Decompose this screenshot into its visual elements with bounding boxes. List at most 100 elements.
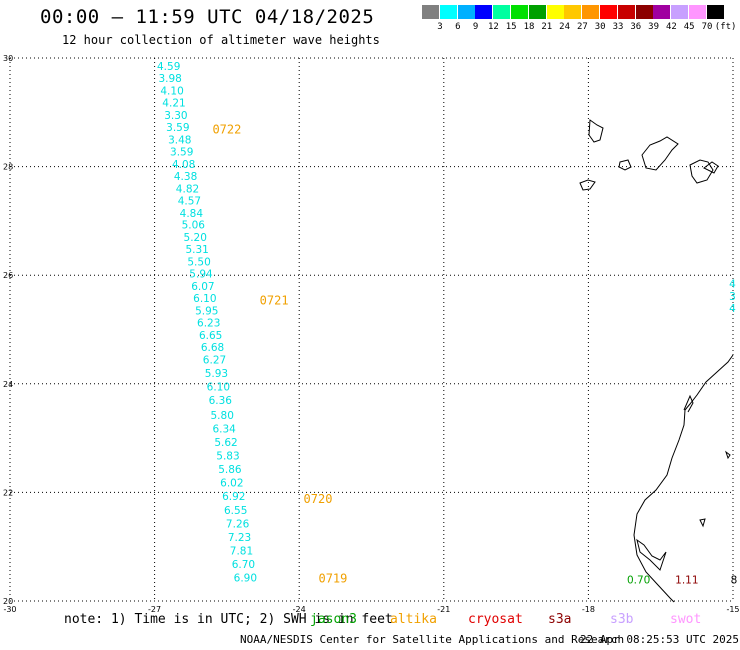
coast-headland (636, 538, 667, 571)
legend-swatch (511, 5, 528, 19)
track-value-label: 4.21 (162, 98, 185, 110)
coast-africa (633, 354, 734, 603)
legend-label: 27 (576, 22, 588, 32)
legend-swatch (475, 5, 493, 19)
legend-label: 30 (594, 22, 606, 32)
track-value-label: 5.86 (218, 464, 242, 476)
track-value-label: 7.23 (228, 532, 251, 544)
track-value-label: 5.94 (189, 269, 213, 281)
lon-tick-label: -18 (582, 605, 595, 614)
legend-label: 45 (683, 22, 695, 32)
lat-tick-label: 22 (3, 488, 13, 497)
track-value-label: 5.62 (214, 437, 237, 449)
coast-islet-2 (699, 518, 706, 528)
coast-canary-4 (579, 179, 596, 191)
satellite-s3a: s3a (548, 612, 572, 627)
legend-label: 21 (541, 22, 553, 32)
legend-swatch (706, 5, 724, 19)
track-value-label: 3.59 (166, 122, 189, 134)
legend-swatch (493, 5, 511, 19)
legend-swatch (600, 5, 617, 19)
track-value-label: 6.70 (232, 559, 255, 571)
track-value-label: 3.98 (158, 73, 181, 85)
legend-swatch (422, 5, 439, 19)
track-value-label: 6.23 (197, 317, 220, 329)
plot-frame (10, 58, 733, 601)
track-value-label: 3.30 (164, 110, 187, 122)
track-value-label: 6.10 (207, 382, 230, 394)
satellite-s3b: s3b (610, 612, 634, 627)
legend-label: 39 (648, 22, 660, 32)
coast-canary-6 (703, 161, 719, 174)
track-value-label: 4.10 (160, 86, 183, 98)
track-value-label: 5.50 (187, 257, 210, 269)
legend-label: 6 (455, 22, 461, 32)
edge-value-label: 3 (729, 291, 736, 303)
track-value-label: 3.48 (168, 134, 191, 146)
edge-value-label: 4 (729, 278, 736, 290)
legend-swatch (439, 5, 457, 19)
edge-value-label: 1.11 (675, 574, 698, 586)
legend-label: 33 (612, 22, 624, 32)
track-value-label: 5.93 (205, 368, 228, 380)
legend-label: 24 (559, 22, 571, 32)
lon-tick-label: -24 (293, 605, 306, 614)
map-title: 00:00 – 11:59 UTC 04/18/2025 (40, 6, 375, 28)
track-value-label: 6.07 (191, 281, 214, 293)
edge-value-label: 8 (731, 574, 738, 586)
legend-label: 42 (665, 22, 677, 32)
lat-tick-label: 26 (3, 271, 13, 280)
track-value-label: 6.90 (234, 573, 257, 585)
satellite-swot: swot (670, 612, 702, 627)
track-value-label: 6.55 (224, 505, 247, 517)
lon-tick-label: -21 (437, 605, 450, 614)
coast-islet-1 (725, 450, 731, 460)
legend-swatch (564, 5, 582, 19)
track-value-label: 7.81 (230, 546, 253, 558)
track-time-label: 0719 (318, 572, 347, 586)
track-value-label: 6.10 (193, 293, 216, 305)
track-value-label: 6.92 (222, 491, 245, 503)
altimeter-track: 4.593.984.104.213.303.593.483.594.084.38… (157, 61, 257, 585)
track-time-label: 0721 (260, 294, 289, 308)
legend-label: 9 (472, 22, 479, 32)
legend-swatch (528, 5, 546, 19)
track-value-label: 3.59 (170, 146, 193, 158)
legend-label: 15 (505, 22, 517, 32)
legend-swatch (635, 5, 653, 19)
coastline (579, 119, 734, 603)
lat-tick-label: 28 (3, 163, 13, 172)
legend-swatch (546, 5, 564, 19)
legend-label: 3 (437, 22, 443, 32)
footer-note: note: 1) Time is in UTC; 2) SWH is in fe… (64, 612, 393, 627)
track-value-label: 5.31 (185, 244, 208, 256)
track-time-label: 0722 (212, 123, 241, 137)
track-value-label: 4.38 (174, 171, 197, 183)
coast-canary-2 (641, 136, 679, 171)
track-value-label: 4.59 (157, 61, 180, 73)
track-value-label: 5.20 (184, 232, 207, 244)
legend-swatch (689, 5, 706, 19)
legend-swatch (671, 5, 689, 19)
track-value-label: 5.06 (182, 220, 206, 232)
track-value-label: 6.02 (220, 478, 243, 490)
map-subtitle: 12 hour collection of altimeter wave hei… (62, 33, 380, 47)
track-value-label: 6.34 (212, 423, 236, 435)
legend-label: 36 (630, 22, 642, 32)
track-value-label: 7.26 (226, 518, 250, 530)
lat-tick-label: 24 (3, 380, 13, 389)
satellite-jason3: jason3 (310, 612, 357, 627)
coast-canary-1 (588, 119, 604, 143)
lon-tick-label: -27 (148, 605, 161, 614)
legend-swatch (653, 5, 671, 19)
lon-tick-label: -15 (726, 605, 739, 614)
track-value-label: 5.83 (216, 450, 239, 462)
lat-tick-label: 30 (3, 54, 13, 63)
coast-bay (683, 394, 694, 413)
track-time-labels: 0722 0721 0720 0719 (212, 123, 347, 586)
legend-label: (ft) (714, 22, 737, 32)
credit-timestamp: 22 Apr 08:25:53 UTC 2025 (580, 633, 739, 646)
track-value-label: 6.68 (201, 342, 224, 354)
coast-canary-3 (618, 159, 632, 171)
